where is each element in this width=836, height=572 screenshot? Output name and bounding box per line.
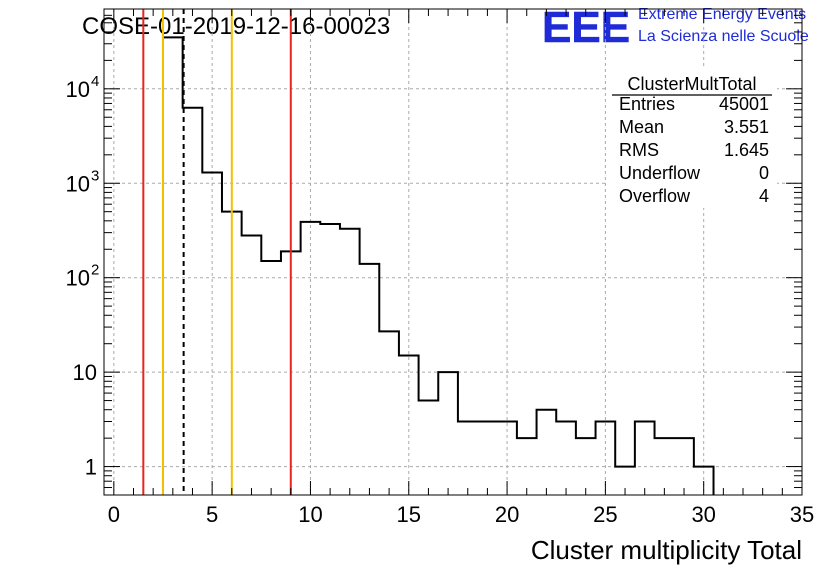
- stats-value: 1.645: [724, 140, 769, 160]
- histogram-bin: [478, 422, 498, 495]
- eee-logo-line2: La Scienza nelle Scuole: [638, 28, 809, 45]
- stats-box: ClusterMultTotal Entries 45001 Mean 3.551 RM…: [607, 68, 777, 208]
- stats-title: ClusterMultTotal: [627, 74, 756, 94]
- histogram-outline: [161, 36, 715, 495]
- stats-label: Entries: [619, 94, 675, 114]
- y-tick-label: 10: [66, 266, 90, 291]
- histogram-bin: [438, 372, 458, 495]
- x-tick-label: 10: [298, 502, 322, 527]
- axis-ticks: [104, 8, 803, 496]
- stats-value: 3.551: [724, 117, 769, 137]
- histogram-bin: [635, 422, 655, 495]
- stats-label: RMS: [619, 140, 659, 160]
- y-tick-exponent: 2: [91, 262, 99, 279]
- histogram-bin: [340, 229, 360, 495]
- histogram-bin: [399, 356, 419, 495]
- histogram-bin: [537, 410, 557, 495]
- histogram-bin: [183, 108, 203, 495]
- stats-label: Mean: [619, 117, 664, 137]
- histogram-bin: [556, 422, 576, 495]
- x-tick-label: 30: [691, 502, 715, 527]
- histogram-bin: [320, 224, 340, 495]
- histogram-series: [161, 36, 715, 495]
- histogram-bin: [379, 331, 399, 495]
- plot-frame: [103, 8, 803, 496]
- y-tick-label: 1: [85, 455, 97, 480]
- x-tick-label: 25: [593, 502, 617, 527]
- x-tick-labels: 0 5 10 15 20 25 30 35: [108, 502, 815, 527]
- histogram-bin: [261, 261, 281, 495]
- x-tick-label: 35: [790, 502, 814, 527]
- y-tick-label: 10: [73, 360, 97, 385]
- histogram-bin: [517, 438, 537, 495]
- x-tick-label: 15: [397, 502, 421, 527]
- x-tick-label: 20: [495, 502, 519, 527]
- histogram-bin: [163, 37, 183, 495]
- eee-logo: EEE Extreme Energy Events La Scienza nel…: [542, 3, 809, 53]
- histogram-bin: [301, 222, 321, 495]
- histogram-bin: [655, 438, 675, 495]
- histogram-bin: [242, 235, 262, 495]
- histogram-bin: [419, 401, 439, 495]
- marker-lines: [142, 9, 292, 495]
- stats-value: 0: [759, 163, 769, 183]
- y-tick-exponent: 4: [91, 73, 99, 90]
- x-tick-label: 0: [108, 502, 120, 527]
- chart-title: COSE-01-2019-12-16-00023: [82, 13, 390, 40]
- x-tick-label: 5: [206, 502, 218, 527]
- histogram-bin: [674, 438, 694, 495]
- eee-logo-line1: Extreme Energy Events: [638, 6, 806, 23]
- histogram-bin: [576, 438, 596, 495]
- y-tick-label: 10: [66, 171, 90, 196]
- histogram-bin: [458, 422, 478, 495]
- histogram-bin: [202, 172, 222, 495]
- x-axis-title: Cluster multiplicity Total: [531, 535, 802, 565]
- stats-value: 4: [759, 186, 769, 206]
- stats-label: Overflow: [619, 186, 691, 206]
- y-tick-label: 10: [66, 77, 90, 102]
- stats-label: Underflow: [619, 163, 701, 183]
- y-tick-exponent: 3: [91, 167, 99, 184]
- histogram-bin: [360, 264, 380, 495]
- stats-value: 45001: [719, 94, 769, 114]
